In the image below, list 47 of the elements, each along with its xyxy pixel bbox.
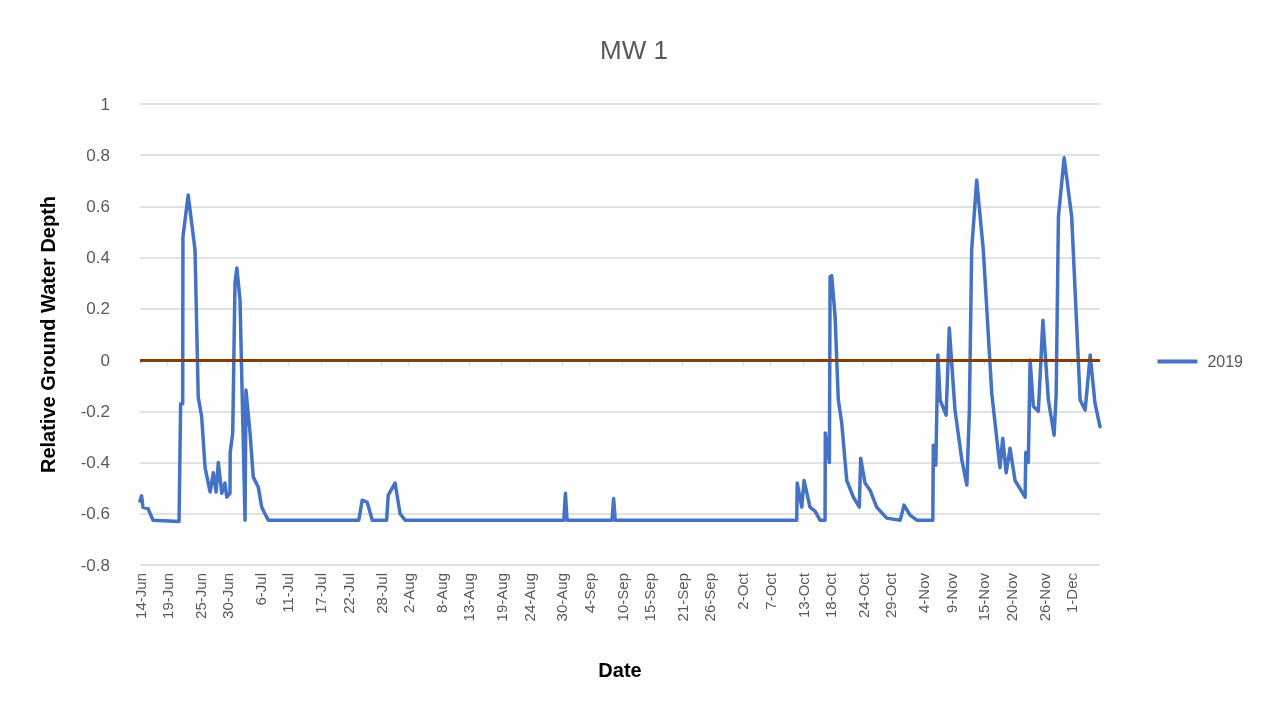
x-tick-label: 29-Oct — [882, 572, 900, 619]
x-tick-label: 21-Sep — [674, 573, 692, 622]
x-tick-label: 30-Jun — [219, 573, 237, 619]
legend-label: 2019 — [1207, 353, 1244, 370]
x-tick-label: 19-Aug — [493, 573, 511, 622]
x-tick-label: 1-Dec — [1063, 572, 1081, 614]
x-tick-label: 25-Jun — [191, 573, 209, 619]
y-tick-label: -0.8 — [80, 555, 110, 575]
y-tick-label: 0.8 — [86, 145, 110, 165]
y-axis-title: Relative Ground Water Depth — [37, 195, 59, 474]
line-series — [138, 156, 1102, 524]
x-tick-label: 26-Nov — [1035, 572, 1053, 622]
x-tick-label: 9-Nov — [942, 572, 960, 614]
chart-title: MW 1 — [600, 35, 668, 65]
y-tick-label: 0.6 — [86, 196, 110, 216]
y-tick-label: -0.4 — [80, 453, 110, 473]
x-tick-label: 13-Oct — [794, 572, 812, 619]
x-tick-label: 6-Jul — [252, 573, 270, 606]
y-tick-label: -0.2 — [80, 401, 110, 421]
y-tick-label: 0 — [100, 350, 110, 370]
x-tick-label: 22-Jul — [339, 573, 357, 614]
x-tick-label: 20-Nov — [1002, 572, 1020, 622]
x-tick-label: 15-Sep — [641, 573, 659, 622]
x-tick-label: 8-Aug — [432, 573, 450, 614]
x-axis-title: Date — [598, 659, 642, 681]
x-tick-label: 26-Sep — [701, 573, 719, 622]
y-tick-label: 1 — [100, 94, 110, 114]
x-tick-label: 17-Jul — [312, 573, 330, 614]
x-tick-label: 4-Sep — [580, 573, 598, 614]
x-tick-label: 19-Jun — [158, 573, 176, 619]
x-tick-label: 24-Aug — [520, 573, 538, 622]
x-tick-label: 7-Oct — [761, 572, 779, 610]
y-tick-label: 0.2 — [86, 299, 110, 319]
x-tick-label: 10-Sep — [613, 573, 631, 622]
x-tick-label: 24-Oct — [854, 572, 872, 619]
y-tick-label: 0.4 — [86, 248, 110, 268]
x-tick-label: 2-Aug — [400, 573, 418, 614]
x-tick-label: 4-Nov — [915, 572, 933, 614]
x-tick-label: 13-Aug — [460, 573, 478, 622]
y-tick-label: -0.6 — [80, 504, 110, 524]
x-tick-label: 18-Oct — [822, 572, 840, 619]
x-tick-label: 30-Aug — [553, 573, 571, 622]
x-tick-label: 28-Jul — [372, 573, 390, 614]
x-tick-label: 2-Oct — [734, 572, 752, 610]
x-tick-label: 15-Nov — [975, 572, 993, 622]
x-tick-label: 11-Jul — [279, 573, 297, 613]
x-tick-label: 14-Jun — [131, 573, 149, 619]
